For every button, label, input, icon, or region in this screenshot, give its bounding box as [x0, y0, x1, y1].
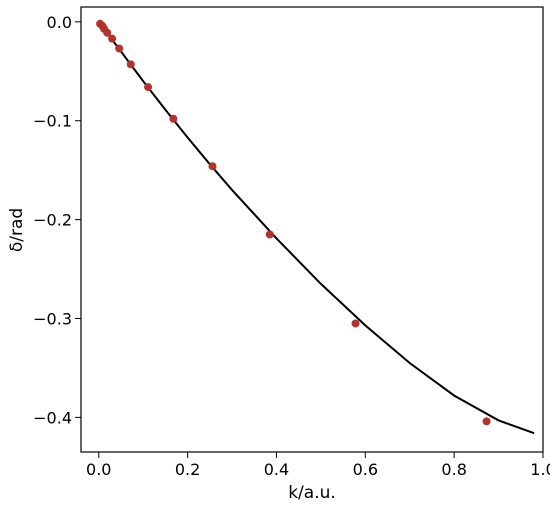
data-point	[482, 417, 491, 426]
y-axis-ticks: 0.0 −0.1 −0.2 −0.3 −0.4	[33, 13, 81, 427]
x-tick-label: 0.4	[264, 460, 289, 479]
fit-curve	[97, 21, 535, 435]
y-tick-label: −0.3	[33, 310, 72, 329]
data-point	[265, 230, 274, 239]
data-point	[169, 114, 178, 123]
data-point	[108, 34, 117, 43]
x-tick-label: 0.8	[441, 460, 466, 479]
plot-frame	[80, 6, 544, 453]
data-point	[103, 28, 112, 37]
x-axis-ticks: 0.0 0.2 0.4 0.6 0.8 1.0	[86, 452, 550, 479]
x-axis-label: k/a.u.	[288, 483, 336, 503]
x-tick-label: 1.0	[530, 460, 550, 479]
x-tick-label: 0.6	[353, 460, 378, 479]
data-point	[144, 83, 153, 92]
data-point	[208, 162, 217, 171]
data-points	[96, 19, 491, 426]
y-axis-label: δ/rad	[7, 208, 27, 252]
y-tick-label: −0.2	[33, 211, 72, 230]
data-point	[126, 60, 135, 69]
x-tick-label: 0.2	[175, 460, 200, 479]
y-tick-label: 0.0	[47, 13, 72, 32]
data-point	[351, 319, 360, 328]
data-point	[115, 44, 124, 53]
x-tick-label: 0.0	[86, 460, 111, 479]
y-tick-label: −0.1	[33, 112, 72, 131]
y-tick-label: −0.4	[33, 408, 72, 427]
